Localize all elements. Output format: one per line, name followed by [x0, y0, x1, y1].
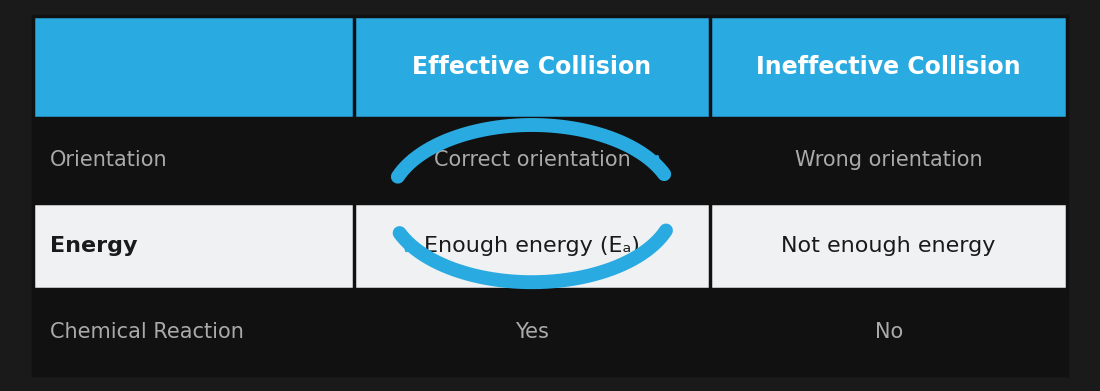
- Bar: [33, 203, 1067, 289]
- Bar: [33, 118, 1067, 203]
- Text: Yes: Yes: [515, 322, 549, 342]
- Text: Correct orientation: Correct orientation: [433, 151, 630, 170]
- Bar: [33, 16, 1067, 118]
- Text: Enough energy (Eₐ): Enough energy (Eₐ): [424, 236, 640, 256]
- Text: Chemical Reaction: Chemical Reaction: [50, 322, 243, 342]
- Text: No: No: [874, 322, 903, 342]
- Text: Orientation: Orientation: [50, 151, 167, 170]
- Text: Not enough energy: Not enough energy: [781, 236, 996, 256]
- Text: Ineffective Collision: Ineffective Collision: [757, 55, 1021, 79]
- Text: Energy: Energy: [50, 236, 138, 256]
- Text: Effective Collision: Effective Collision: [412, 55, 651, 79]
- Bar: [33, 289, 1067, 375]
- Text: Wrong orientation: Wrong orientation: [795, 151, 982, 170]
